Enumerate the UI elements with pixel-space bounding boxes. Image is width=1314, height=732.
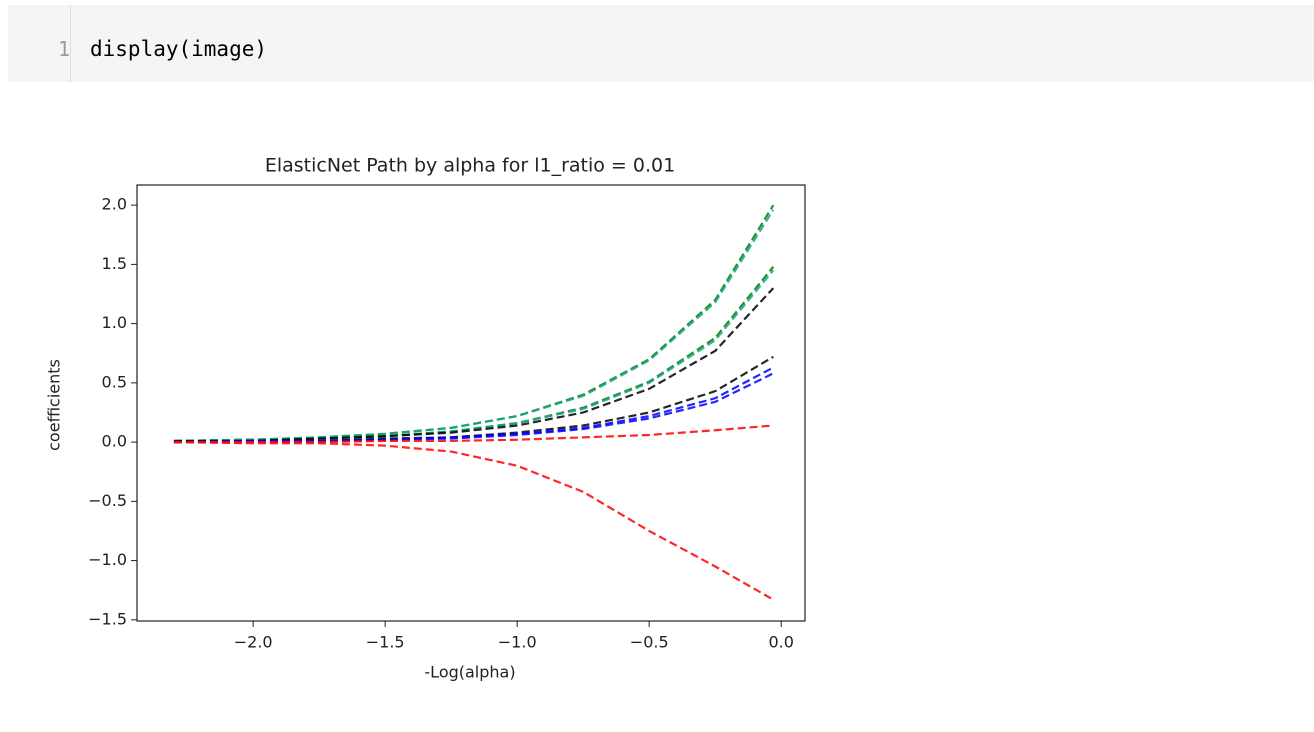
y-tick-label: −0.5 xyxy=(88,491,127,510)
gutter-separator xyxy=(70,5,71,82)
series-line xyxy=(173,287,775,443)
x-tick-label: −1.5 xyxy=(366,633,405,652)
x-tick-label: −0.5 xyxy=(630,633,669,652)
y-tick-label: 1.0 xyxy=(102,313,127,332)
x-axis-label: -Log(alpha) xyxy=(424,663,515,682)
series-line xyxy=(173,266,775,443)
y-tick-label: 0.5 xyxy=(102,372,127,391)
series-line xyxy=(173,366,774,444)
series-line xyxy=(173,372,774,444)
x-tick-label: −1.0 xyxy=(498,633,537,652)
code-cell[interactable]: 1 display(image) xyxy=(8,5,1314,82)
series-line xyxy=(173,204,775,443)
y-tick-label: −1.5 xyxy=(88,609,127,628)
y-tick-label: 1.5 xyxy=(102,254,127,273)
x-tick-label: −2.0 xyxy=(234,633,273,652)
series-line xyxy=(173,269,775,443)
series-line xyxy=(173,424,774,444)
plot-frame xyxy=(136,184,806,622)
series-line xyxy=(173,440,774,601)
series-line xyxy=(173,209,775,443)
y-tick-label: −1.0 xyxy=(88,550,127,569)
chart-title: ElasticNet Path by alpha for l1_ratio = … xyxy=(265,155,675,177)
line-number: 1 xyxy=(57,37,70,61)
y-tick-label: 2.0 xyxy=(102,195,127,214)
x-tick-label: 0.0 xyxy=(769,633,794,652)
y-axis-label: coefficients xyxy=(45,359,64,451)
code-text: display(image) xyxy=(90,37,268,61)
y-tick-label: 0.0 xyxy=(102,432,127,451)
